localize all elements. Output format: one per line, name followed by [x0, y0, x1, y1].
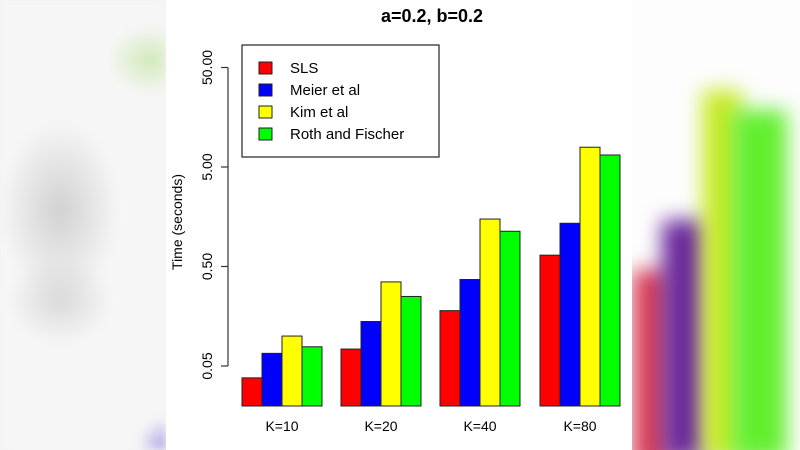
bar [479, 218, 501, 407]
y-tick-label: 5.00 [199, 153, 215, 180]
bar [579, 146, 601, 407]
bar-group-k80 [539, 146, 621, 407]
bar [380, 281, 402, 407]
bar [281, 335, 303, 407]
bar-group-k20 [340, 281, 422, 407]
y-tick-label: 0.50 [199, 253, 215, 280]
x-tick-label: K=80 [563, 418, 596, 434]
x-tick-label: K=40 [463, 418, 496, 434]
legend-box [241, 44, 440, 158]
bar-groups [241, 146, 621, 407]
legend: SLS Meier et al Kim et al Roth and Fischer [241, 44, 440, 158]
bar [360, 321, 382, 407]
legend-label: Kim et al [290, 104, 348, 121]
y-tick-label: 50.00 [199, 50, 215, 85]
legend-label: SLS [290, 60, 318, 77]
x-tick-label: K=10 [265, 418, 298, 434]
legend-swatch [258, 105, 273, 119]
chart-title: a=0.2, b=0.2 [381, 6, 483, 26]
blurred-background-right [632, 0, 800, 450]
bar [301, 346, 323, 407]
legend-swatch [258, 61, 273, 75]
bar [559, 222, 581, 407]
blurred-background-left [0, 0, 166, 450]
y-axis-label: Time (seconds) [169, 174, 185, 270]
bar [599, 154, 621, 407]
bar [539, 254, 561, 407]
legend-swatch [258, 127, 273, 141]
bar-group-k40 [439, 218, 521, 407]
legend-label: Roth and Fischer [290, 126, 404, 143]
bar [261, 352, 283, 407]
bar-group-k10 [241, 335, 323, 407]
legend-label: Meier et al [290, 82, 360, 99]
bar [241, 377, 263, 407]
x-tick-label: K=20 [364, 418, 397, 434]
bar [400, 295, 422, 407]
y-tick-label: 0.05 [199, 352, 215, 379]
bar [439, 310, 461, 407]
x-axis-labels: K=10 K=20 K=40 K=80 [265, 418, 596, 434]
y-axis: 0.05 0.50 5.00 50.00 [199, 50, 229, 380]
bar [499, 230, 521, 407]
bar [340, 348, 362, 407]
bar [459, 279, 481, 407]
legend-swatch [258, 83, 273, 97]
